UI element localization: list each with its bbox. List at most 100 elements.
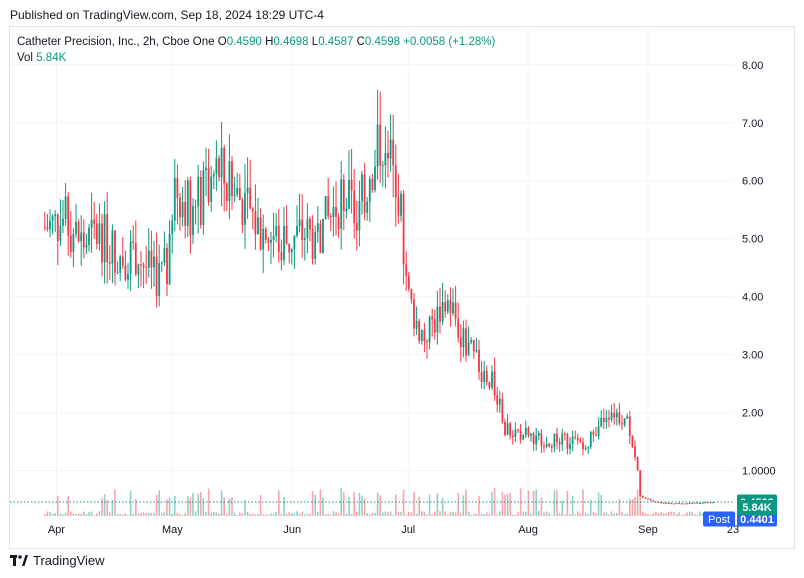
volume-bar xyxy=(589,500,592,516)
candle xyxy=(696,502,699,504)
volume-bar xyxy=(472,513,475,516)
volume-bar xyxy=(298,513,301,516)
volume-bar xyxy=(407,511,410,516)
candle xyxy=(459,323,462,363)
candle xyxy=(342,173,345,231)
candle xyxy=(301,194,304,258)
candle xyxy=(64,183,67,226)
candle xyxy=(220,122,223,207)
candle xyxy=(410,288,413,304)
candle xyxy=(688,502,691,505)
volume-bar xyxy=(457,492,459,516)
candle xyxy=(194,199,197,225)
volume-bar xyxy=(270,513,272,516)
volume-bar xyxy=(561,500,563,516)
candle xyxy=(207,148,210,206)
volume-bar xyxy=(202,498,205,516)
volume-bar xyxy=(504,494,506,516)
volume-bar xyxy=(67,496,69,516)
candle xyxy=(275,213,278,243)
footer-brand-label: TradingView xyxy=(33,553,105,568)
y-tick-label: 7.00 xyxy=(742,118,763,130)
volume-bar xyxy=(80,513,82,516)
volume-bar xyxy=(418,496,420,516)
candle xyxy=(348,150,350,210)
candle xyxy=(132,225,135,251)
volume-bar xyxy=(262,514,264,516)
candle xyxy=(537,431,540,440)
volume-bar xyxy=(194,511,197,516)
volume-bar xyxy=(342,491,345,516)
low-label: L xyxy=(311,36,319,48)
candle xyxy=(114,229,116,286)
volume-bar xyxy=(220,490,223,516)
candle xyxy=(491,365,493,390)
candle xyxy=(665,502,668,504)
candle xyxy=(693,502,696,504)
candle xyxy=(95,213,98,250)
volume-bar xyxy=(543,512,545,516)
volume-bar xyxy=(501,491,504,516)
volume-bar xyxy=(264,514,267,516)
volume-bar xyxy=(332,511,335,516)
volume-bar xyxy=(355,511,358,516)
candle xyxy=(475,337,478,353)
volume-bar xyxy=(85,514,88,516)
volume-bar xyxy=(186,496,189,516)
open-value: 0.4590 xyxy=(226,36,262,48)
volume-bar xyxy=(530,513,532,516)
volume-bar xyxy=(345,513,348,516)
volume-bar xyxy=(488,513,491,516)
candle xyxy=(90,192,93,253)
volume-bar xyxy=(652,513,654,516)
candle xyxy=(387,130,389,178)
candle xyxy=(597,417,600,440)
volume-bar xyxy=(444,511,446,516)
volume-bar xyxy=(410,512,413,516)
volume-bar xyxy=(550,514,553,516)
candle xyxy=(397,174,400,224)
volume-bar xyxy=(64,512,67,516)
candle xyxy=(82,219,85,259)
candle xyxy=(127,262,129,289)
volume-bar xyxy=(181,514,184,516)
volume-bar xyxy=(244,500,246,516)
volume-bar xyxy=(72,513,75,516)
candle xyxy=(147,228,150,278)
volume-bar xyxy=(699,511,701,516)
volume-value: 5.84K xyxy=(36,52,67,64)
volume-bar xyxy=(465,489,467,516)
volume-bar xyxy=(322,497,324,516)
volume-bar xyxy=(446,514,449,516)
candle xyxy=(524,420,527,439)
candle xyxy=(316,206,319,243)
candle xyxy=(602,408,605,430)
volume-bar xyxy=(647,514,649,516)
volume-bar xyxy=(215,512,218,516)
volume-bar xyxy=(249,513,251,516)
candle xyxy=(101,213,103,277)
candle xyxy=(704,501,707,504)
volume-bar xyxy=(238,512,241,516)
volume-bar xyxy=(129,490,132,516)
candle xyxy=(303,227,306,261)
volume-bar xyxy=(584,512,587,516)
candle xyxy=(311,215,314,265)
volume-bar xyxy=(452,511,454,516)
candle xyxy=(119,254,122,281)
post-price-tag: Post 0.4401 xyxy=(703,511,777,527)
volume-bar xyxy=(93,514,95,516)
volume-bar xyxy=(387,511,389,516)
candle xyxy=(433,309,436,340)
volume-bar xyxy=(634,496,636,516)
candle xyxy=(366,196,369,221)
candle xyxy=(197,164,200,234)
candle xyxy=(376,90,379,180)
open-label: O xyxy=(217,36,227,48)
y-tick-label: 3.00 xyxy=(742,350,763,362)
volume-bar xyxy=(491,491,493,516)
candle xyxy=(361,170,363,215)
candle xyxy=(691,502,694,505)
y-tick-label: 5.00 xyxy=(742,234,763,246)
